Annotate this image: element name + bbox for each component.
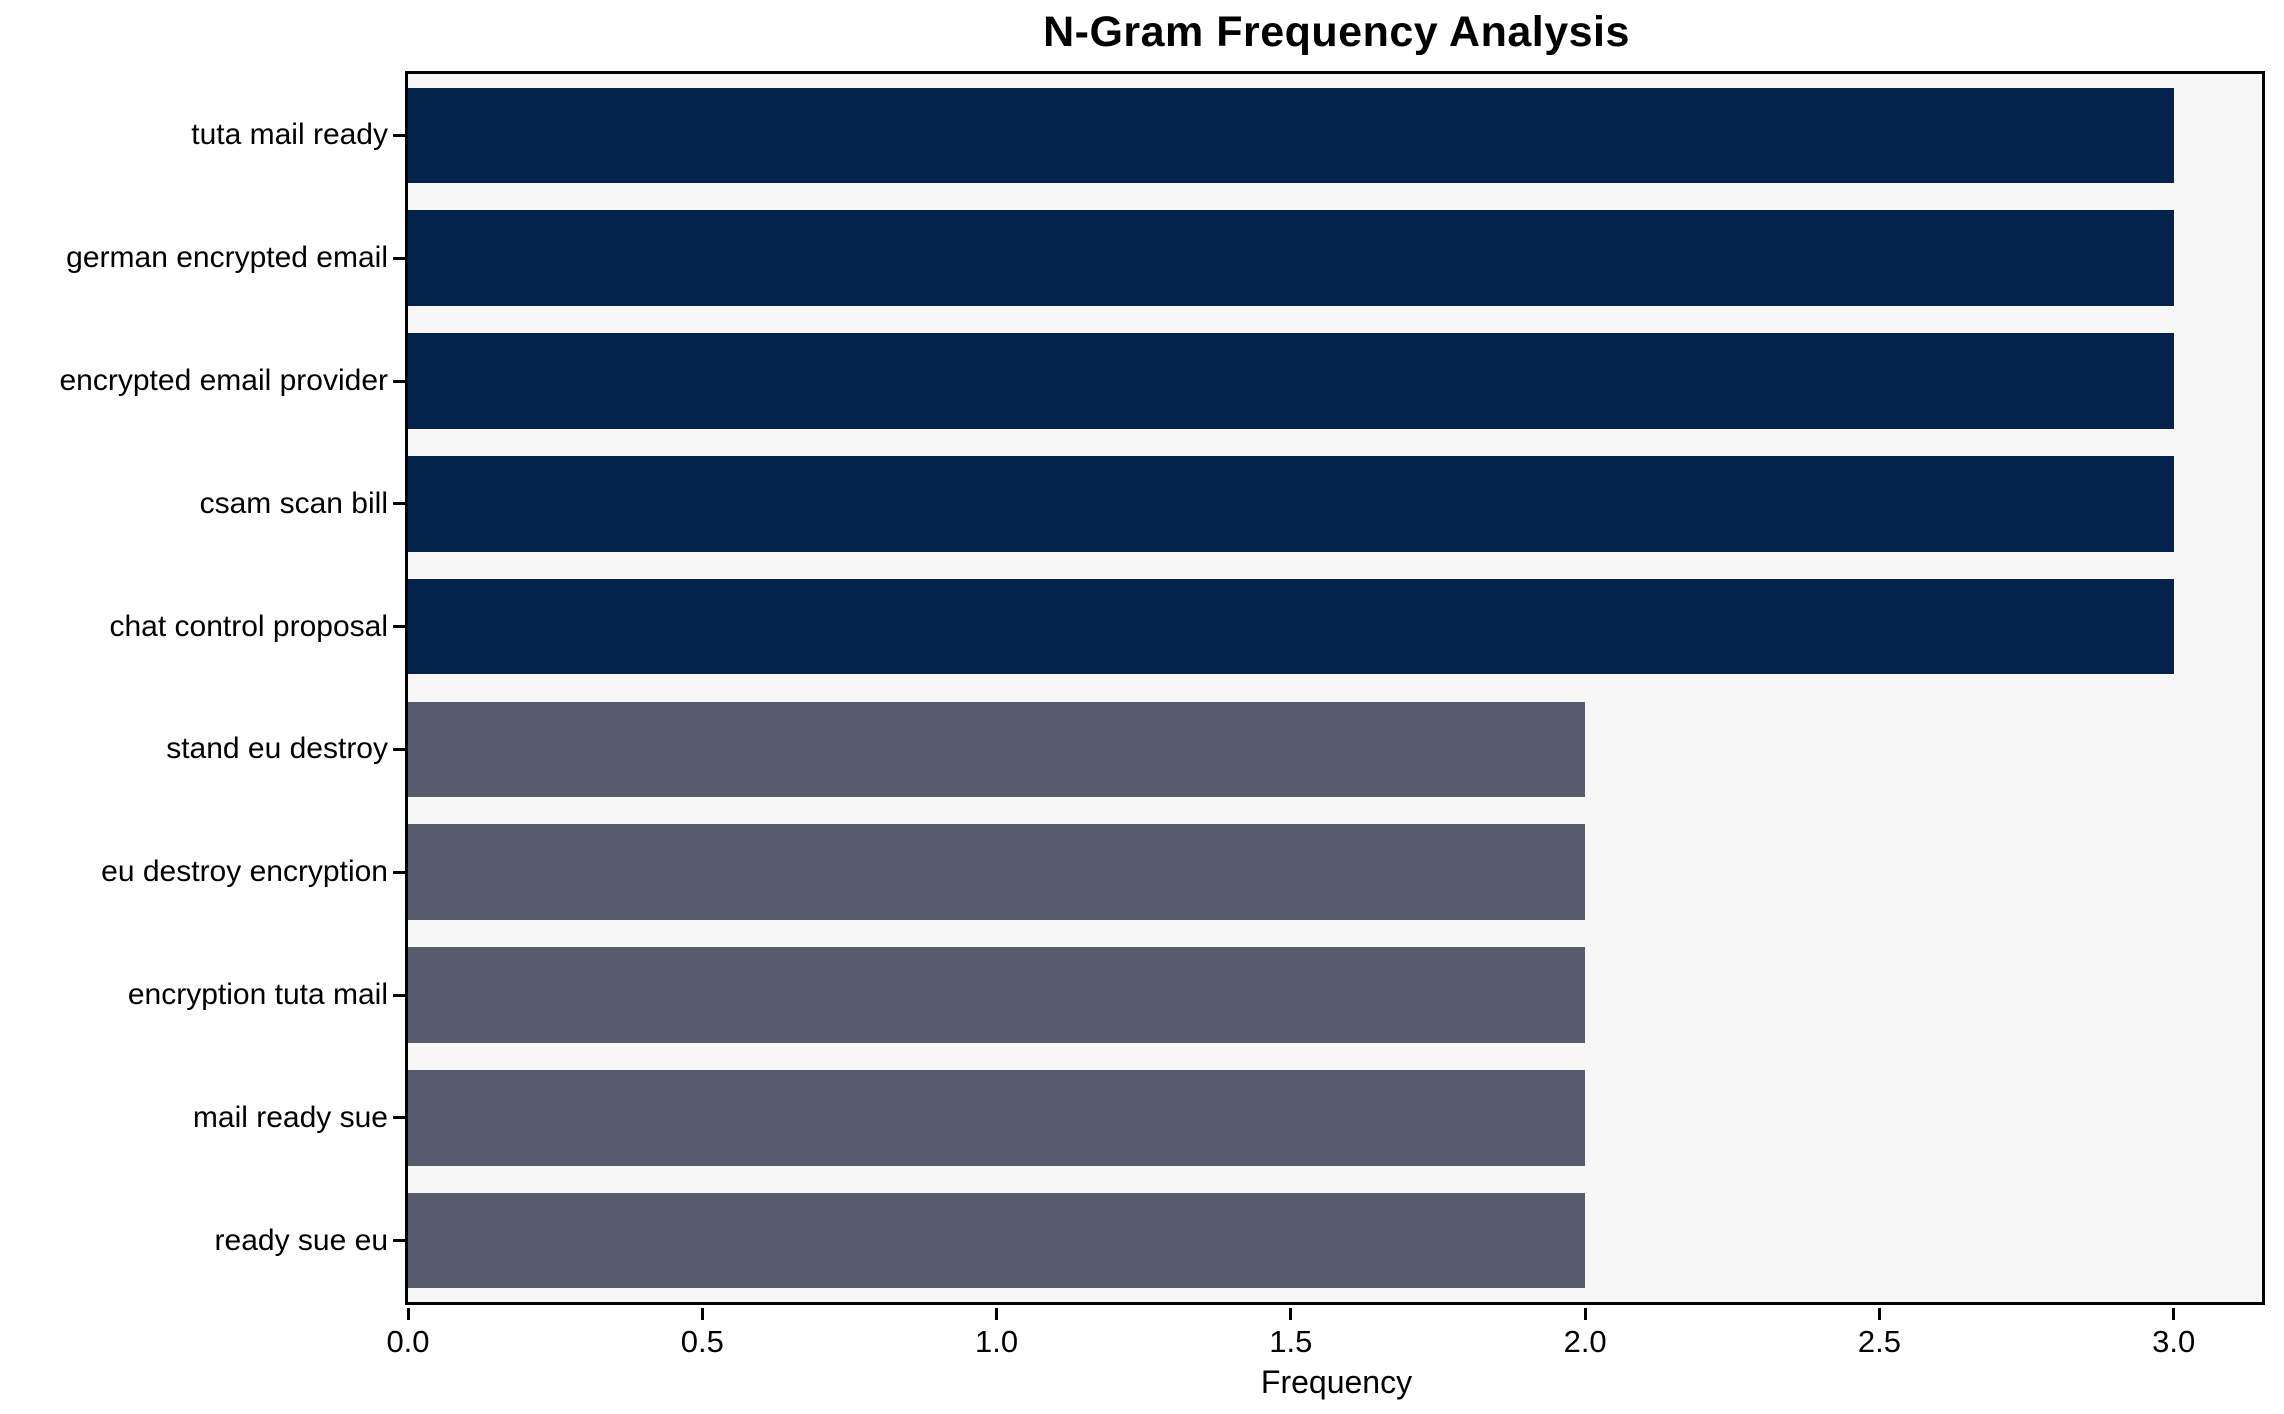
x-tick-mark [1583,1308,1587,1320]
y-axis-tick-marks [393,71,405,1305]
bar [408,210,2174,307]
y-tick-label: stand eu destroy [166,732,388,766]
x-tick-label: 0.0 [386,1324,430,1359]
x-tick-mark [995,1308,999,1320]
x-tick-label: 1.0 [975,1324,1019,1359]
y-tick-label: encrypted email provider [59,364,389,397]
y-tick-label: ready sue eu [214,1223,388,1257]
bar [408,333,2174,429]
x-tick-mark [1877,1308,1881,1320]
x-tick-label: 0.5 [680,1324,724,1359]
bar [408,578,2174,675]
bar [408,1192,1586,1289]
y-tick-label: mail ready sue [192,1100,388,1134]
bar [408,701,1586,798]
y-tick-mark [393,870,405,874]
y-tick-mark [393,502,405,506]
y-tick-label: eu destroy encryption [101,855,388,889]
bar [408,947,1586,1043]
x-tick-mark [406,1308,410,1320]
x-axis-ticks: 0.0 0.5 1.0 1.5 2.0 2.5 3.0 [386,1308,2265,1408]
y-tick-mark [393,625,405,629]
y-tick-mark [393,747,405,751]
bar [408,1069,1586,1166]
y-tick-label: german encrypted email [66,241,388,275]
y-tick-label: tuta mail ready [191,118,388,152]
bar [408,87,2174,184]
x-tick-label: 2.0 [1563,1324,1607,1359]
y-tick-mark [393,1116,405,1120]
x-tick-label: 3.0 [2152,1324,2196,1359]
x-tick-mark [2172,1308,2176,1320]
y-tick-label: chat control proposal [109,609,389,643]
y-tick-label: csam scan bill [199,486,388,520]
y-tick-mark [393,1239,405,1243]
plot-area [405,71,2265,1305]
y-tick-mark [393,993,405,997]
bar [408,824,1586,921]
x-tick-mark [1289,1308,1293,1320]
y-tick-mark [393,256,405,260]
y-tick-label: encryption tuta mail [127,978,388,1011]
x-tick-label: 1.5 [1269,1324,1313,1359]
bar [408,455,2174,552]
x-tick-mark [700,1308,704,1320]
chart-title: N-Gram Frequency Analysis [1043,8,1630,56]
y-tick-mark [393,379,405,383]
x-axis-title: Frequency [1260,1364,1413,1400]
x-tick-label: 2.5 [1857,1324,1901,1359]
y-axis-labels: tuta mail ready german encrypted email enc… [0,71,389,1305]
y-tick-mark [393,133,405,137]
